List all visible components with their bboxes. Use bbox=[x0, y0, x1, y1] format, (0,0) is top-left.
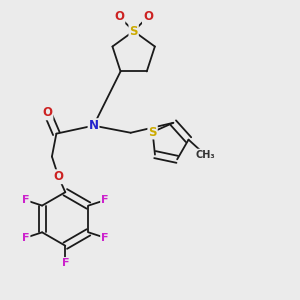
Text: S: S bbox=[148, 125, 157, 139]
Text: F: F bbox=[101, 233, 109, 243]
Text: N: N bbox=[88, 119, 98, 132]
Text: F: F bbox=[22, 233, 29, 243]
Text: O: O bbox=[43, 106, 52, 119]
Text: F: F bbox=[101, 195, 109, 205]
Text: CH₃: CH₃ bbox=[195, 149, 215, 160]
Text: S: S bbox=[129, 25, 138, 38]
Text: O: O bbox=[114, 10, 124, 23]
Text: O: O bbox=[53, 170, 64, 183]
Text: F: F bbox=[61, 258, 69, 268]
Text: F: F bbox=[22, 195, 29, 205]
Text: O: O bbox=[143, 10, 153, 23]
